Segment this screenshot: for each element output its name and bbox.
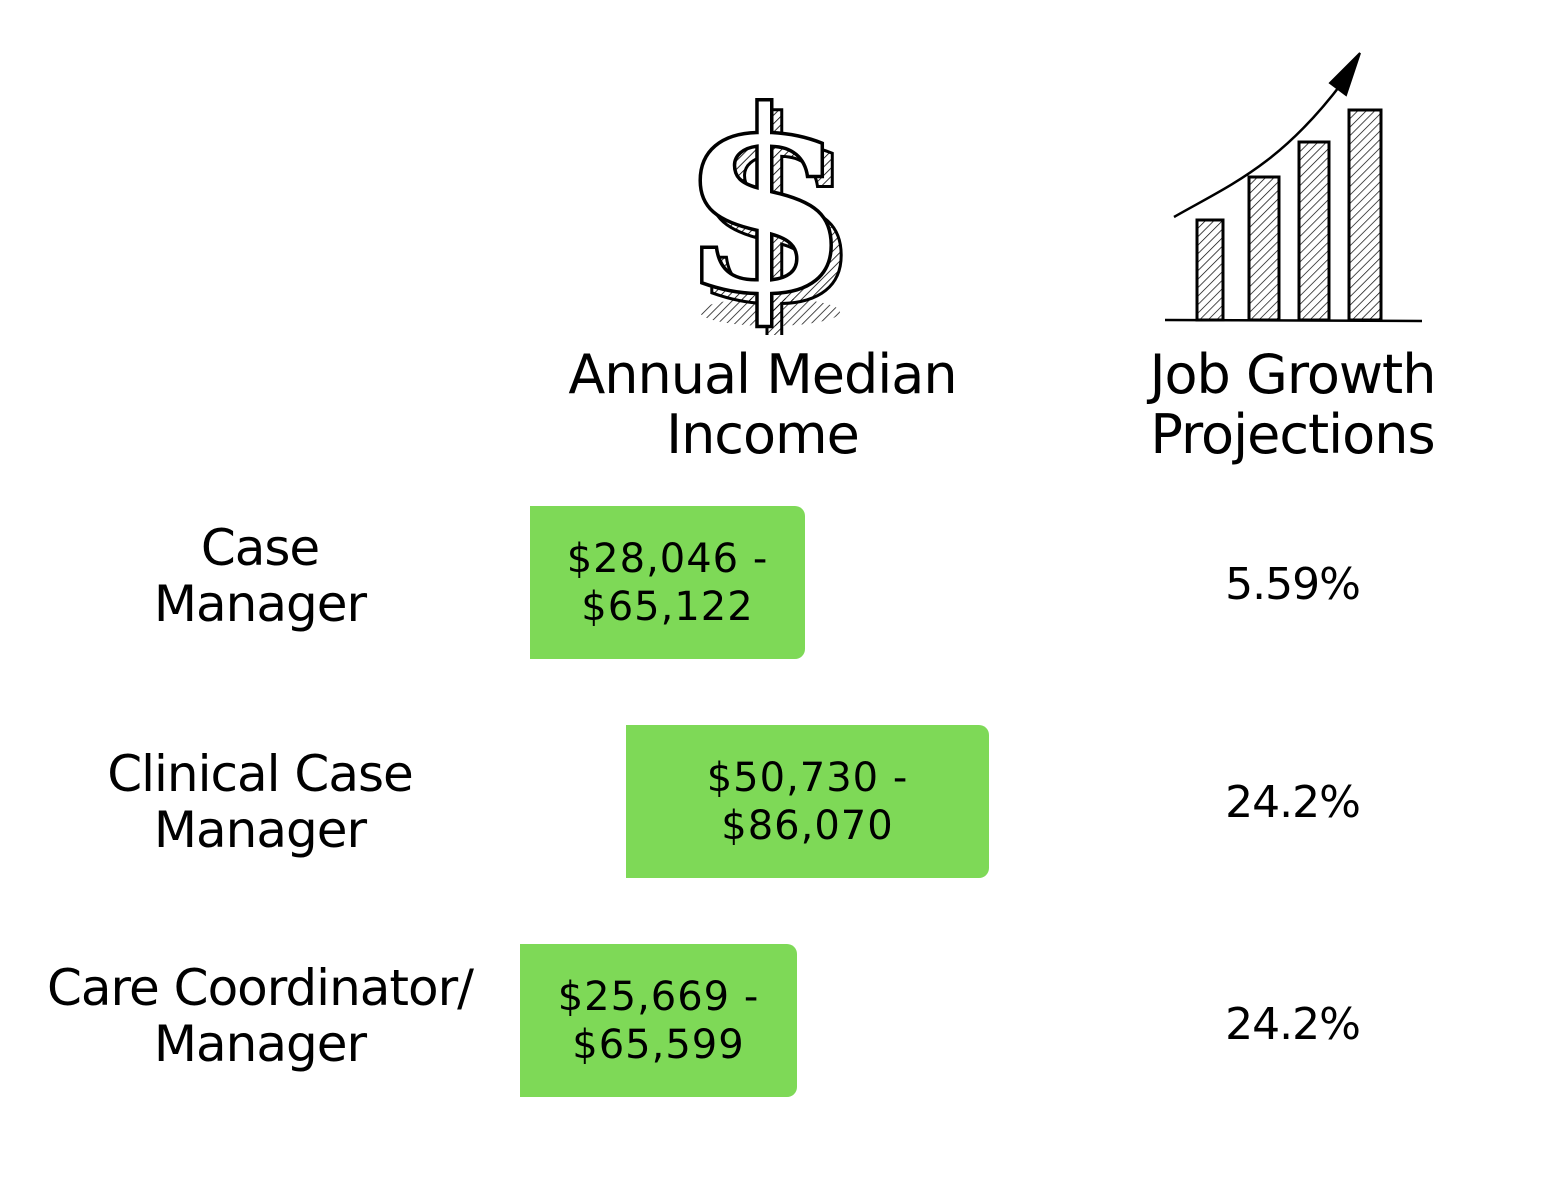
income-range-line2: $86,070 — [721, 802, 894, 849]
row-label-line1: Care Coordinator/ — [47, 959, 474, 1017]
row-label-case-manager: Case Manager — [30, 520, 490, 632]
growth-heading: Job Growth Projections — [1120, 345, 1465, 465]
svg-text:$: $ — [678, 55, 852, 335]
income-heading: Annual Median Income — [540, 345, 985, 465]
growth-value: 24.2% — [1225, 999, 1361, 1050]
row-label-line1: Case — [200, 519, 320, 577]
income-range-box: $28,046 - $65,122 — [530, 506, 805, 659]
income-range-line2: $65,599 — [572, 1021, 745, 1068]
income-range-line1: $25,669 - — [557, 973, 760, 1020]
dollar-sign-icon: $ $ — [660, 50, 870, 335]
row-label-line2: Manager — [153, 801, 367, 859]
income-range-line1: $50,730 - — [706, 754, 909, 801]
row-label-line2: Manager — [153, 1015, 367, 1073]
income-range-line2: $65,122 — [581, 583, 754, 630]
row-label-care-coordinator-manager: Care Coordinator/ Manager — [30, 960, 490, 1072]
income-heading-line2: Income — [666, 403, 860, 466]
svg-text:$: $ — [688, 65, 862, 335]
row-label-clinical-case-manager: Clinical Case Manager — [30, 746, 490, 858]
income-range-box: $50,730 - $86,070 — [626, 725, 989, 878]
growth-value: 5.59% — [1225, 559, 1361, 610]
growth-value: 24.2% — [1225, 777, 1361, 828]
row-label-line1: Clinical Case — [107, 745, 414, 803]
row-label-line2: Manager — [153, 575, 367, 633]
income-range-box: $25,669 - $65,599 — [520, 944, 797, 1097]
growth-heading-line1: Job Growth — [1149, 343, 1437, 406]
bar-chart-growth-icon — [1160, 45, 1430, 335]
income-heading-line1: Annual Median — [568, 343, 957, 406]
income-range-line1: $28,046 - — [566, 535, 769, 582]
growth-heading-line2: Projections — [1150, 403, 1435, 466]
